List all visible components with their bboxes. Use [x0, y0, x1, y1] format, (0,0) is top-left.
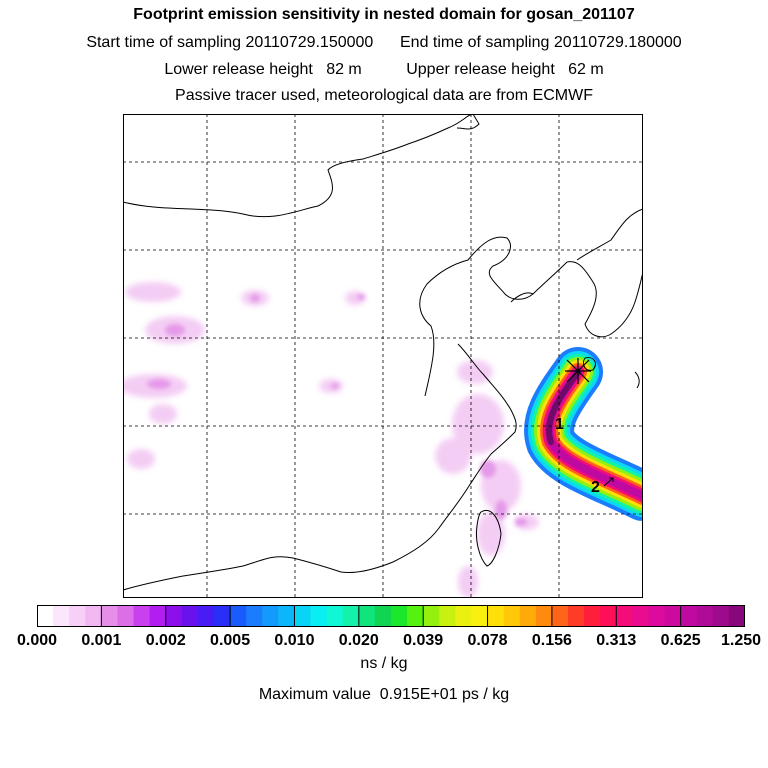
- colorbar-tick-label: 0.156: [531, 632, 572, 649]
- end-time-label: End time of sampling 20110729.180000: [400, 34, 682, 51]
- colorbar-swatch: [712, 605, 730, 627]
- marker-2: 2: [591, 477, 614, 496]
- light-sensitivity-spots: [147, 294, 527, 526]
- colorbar-tick-label: 0.005: [210, 632, 251, 649]
- colorbar: [37, 605, 745, 627]
- colorbar-swatch: [487, 605, 505, 627]
- colorbar-swatch: [214, 605, 231, 627]
- colorbar-swatch: [648, 605, 665, 627]
- colorbar-swatch: [632, 605, 649, 627]
- lat-lon-grid: [123, 114, 643, 598]
- svg-text:2: 2: [591, 479, 600, 496]
- colorbar-swatch: [728, 605, 745, 627]
- colorbar-tick-label: 0.000: [16, 632, 58, 649]
- colorbar-swatch: [101, 605, 118, 627]
- colorbar-unit: ns / kg: [360, 655, 408, 672]
- colorbar-swatch: [246, 605, 263, 627]
- colorbar-swatch: [455, 605, 472, 627]
- colorbar-swatch: [551, 605, 569, 627]
- colorbar-swatch: [600, 605, 617, 627]
- colorbar-tick-label: 0.020: [338, 632, 379, 649]
- colorbar-swatch: [117, 605, 134, 627]
- plot-title: Footprint emission sensitivity in nested…: [133, 6, 635, 23]
- colorbar-swatch: [262, 605, 279, 627]
- colorbar-swatch: [310, 605, 328, 627]
- colorbar-swatch: [358, 605, 376, 627]
- colorbar-swatch: [181, 605, 199, 627]
- marker-1: 1: [555, 416, 564, 433]
- colorbar-tick-label: 0.625: [660, 632, 701, 649]
- colorbar-tick-label: 0.010: [274, 632, 315, 649]
- start-time-label: Start time of sampling 20110729.150000: [86, 34, 374, 51]
- colorbar-swatch: [423, 605, 440, 627]
- colorbar-swatch: [278, 605, 295, 627]
- upper-release-label: Upper release height 62 m: [406, 61, 604, 78]
- coastlines: [123, 114, 643, 591]
- colorbar-swatch: [568, 605, 585, 627]
- colorbar-swatch: [519, 605, 537, 627]
- colorbar-swatch: [471, 605, 488, 627]
- sampling-times: Start time of sampling 20110729.150000 E…: [0, 34, 768, 52]
- colorbar-frame: [37, 605, 745, 627]
- colorbar-swatch: [294, 605, 311, 627]
- maximum-value: Maximum value 0.915E+01 ps / kg: [258, 686, 510, 703]
- colorbar-swatch: [149, 605, 167, 627]
- colorbar-swatch: [664, 605, 682, 627]
- colorbar-swatch: [165, 605, 183, 627]
- colorbar-swatch: [53, 605, 70, 627]
- footprint-map: 1 2: [123, 114, 643, 598]
- colorbar-tick-label: 0.039: [403, 632, 444, 649]
- colorbar-swatch: [374, 605, 392, 627]
- faint-sensitivity-patches: [123, 282, 539, 598]
- colorbar-tick-label: 0.001: [81, 632, 122, 649]
- colorbar-tick-label: 0.078: [467, 632, 508, 649]
- colorbar-tick-label: 0.002: [145, 632, 186, 649]
- colorbar-swatch: [696, 605, 714, 627]
- colorbar-tick-label: 0.313: [596, 632, 637, 649]
- colorbar-swatch: [69, 605, 86, 627]
- tracer-note: Passive tracer used, meteorological data…: [175, 87, 593, 104]
- colorbar-swatch: [230, 605, 247, 627]
- svg-text:1: 1: [555, 416, 564, 433]
- colorbar-swatch: [133, 605, 151, 627]
- colorbar-swatch: [584, 605, 601, 627]
- release-site-star-icon: [565, 358, 591, 384]
- map-frame: [123, 114, 643, 598]
- colorbar-swatch: [503, 605, 521, 627]
- colorbar-swatch: [85, 605, 102, 627]
- colorbar-swatch: [326, 605, 344, 627]
- release-heights: Lower release height 82 m Upper release …: [0, 61, 768, 79]
- colorbar-swatch: [391, 605, 408, 627]
- colorbar-swatch: [680, 605, 698, 627]
- footprint-plume: [524, 347, 643, 521]
- colorbar-tick-label: 1.250: [720, 632, 762, 649]
- colorbar-swatch: [37, 605, 54, 627]
- colorbar-swatch: [342, 605, 360, 627]
- colorbar-swatch: [439, 605, 456, 627]
- colorbar-swatch: [535, 605, 553, 627]
- colorbar-swatch: [616, 605, 633, 627]
- lower-release-label: Lower release height 82 m: [164, 61, 362, 78]
- colorbar-swatch: [197, 605, 215, 627]
- colorbar-swatch: [407, 605, 424, 627]
